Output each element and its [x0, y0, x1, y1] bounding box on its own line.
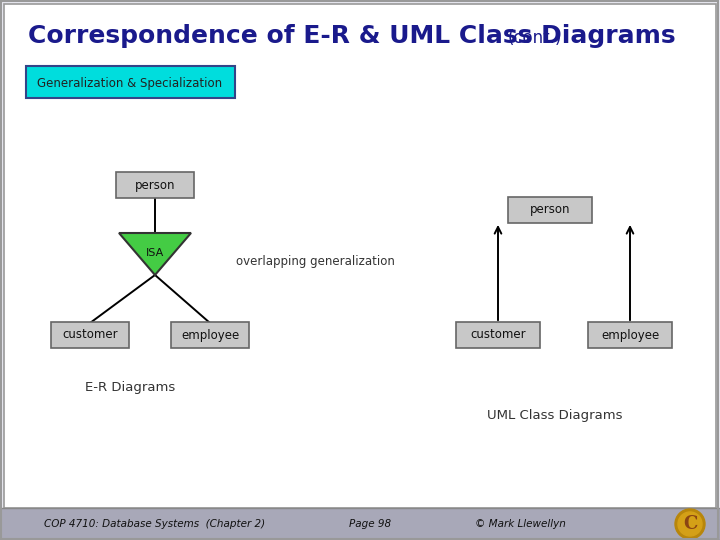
Text: UML Class Diagrams: UML Class Diagrams: [487, 408, 623, 422]
FancyBboxPatch shape: [456, 322, 540, 348]
Text: Generalization & Specialization: Generalization & Specialization: [37, 77, 222, 90]
FancyBboxPatch shape: [4, 4, 716, 508]
Text: ISA: ISA: [146, 248, 164, 258]
Circle shape: [675, 509, 705, 539]
Text: COP 4710: Database Systems  (Chapter 2): COP 4710: Database Systems (Chapter 2): [45, 519, 266, 529]
Circle shape: [678, 512, 702, 536]
FancyBboxPatch shape: [508, 197, 592, 223]
FancyBboxPatch shape: [0, 508, 720, 540]
Text: person: person: [135, 179, 175, 192]
Text: © Mark Llewellyn: © Mark Llewellyn: [474, 519, 565, 529]
Text: Correspondence of E-R & UML Class Diagrams: Correspondence of E-R & UML Class Diagra…: [28, 24, 675, 48]
FancyBboxPatch shape: [51, 322, 129, 348]
Polygon shape: [119, 233, 191, 275]
Text: overlapping generalization: overlapping generalization: [235, 255, 395, 268]
Text: employee: employee: [601, 328, 659, 341]
FancyBboxPatch shape: [588, 322, 672, 348]
Text: C: C: [683, 515, 697, 533]
FancyBboxPatch shape: [171, 322, 249, 348]
Text: Page 98: Page 98: [349, 519, 391, 529]
FancyBboxPatch shape: [116, 172, 194, 198]
Text: E-R Diagrams: E-R Diagrams: [85, 381, 175, 395]
Text: (cont.): (cont.): [508, 29, 562, 47]
Text: person: person: [530, 204, 570, 217]
Text: employee: employee: [181, 328, 239, 341]
Text: customer: customer: [62, 328, 118, 341]
FancyBboxPatch shape: [26, 66, 235, 98]
Text: customer: customer: [470, 328, 526, 341]
